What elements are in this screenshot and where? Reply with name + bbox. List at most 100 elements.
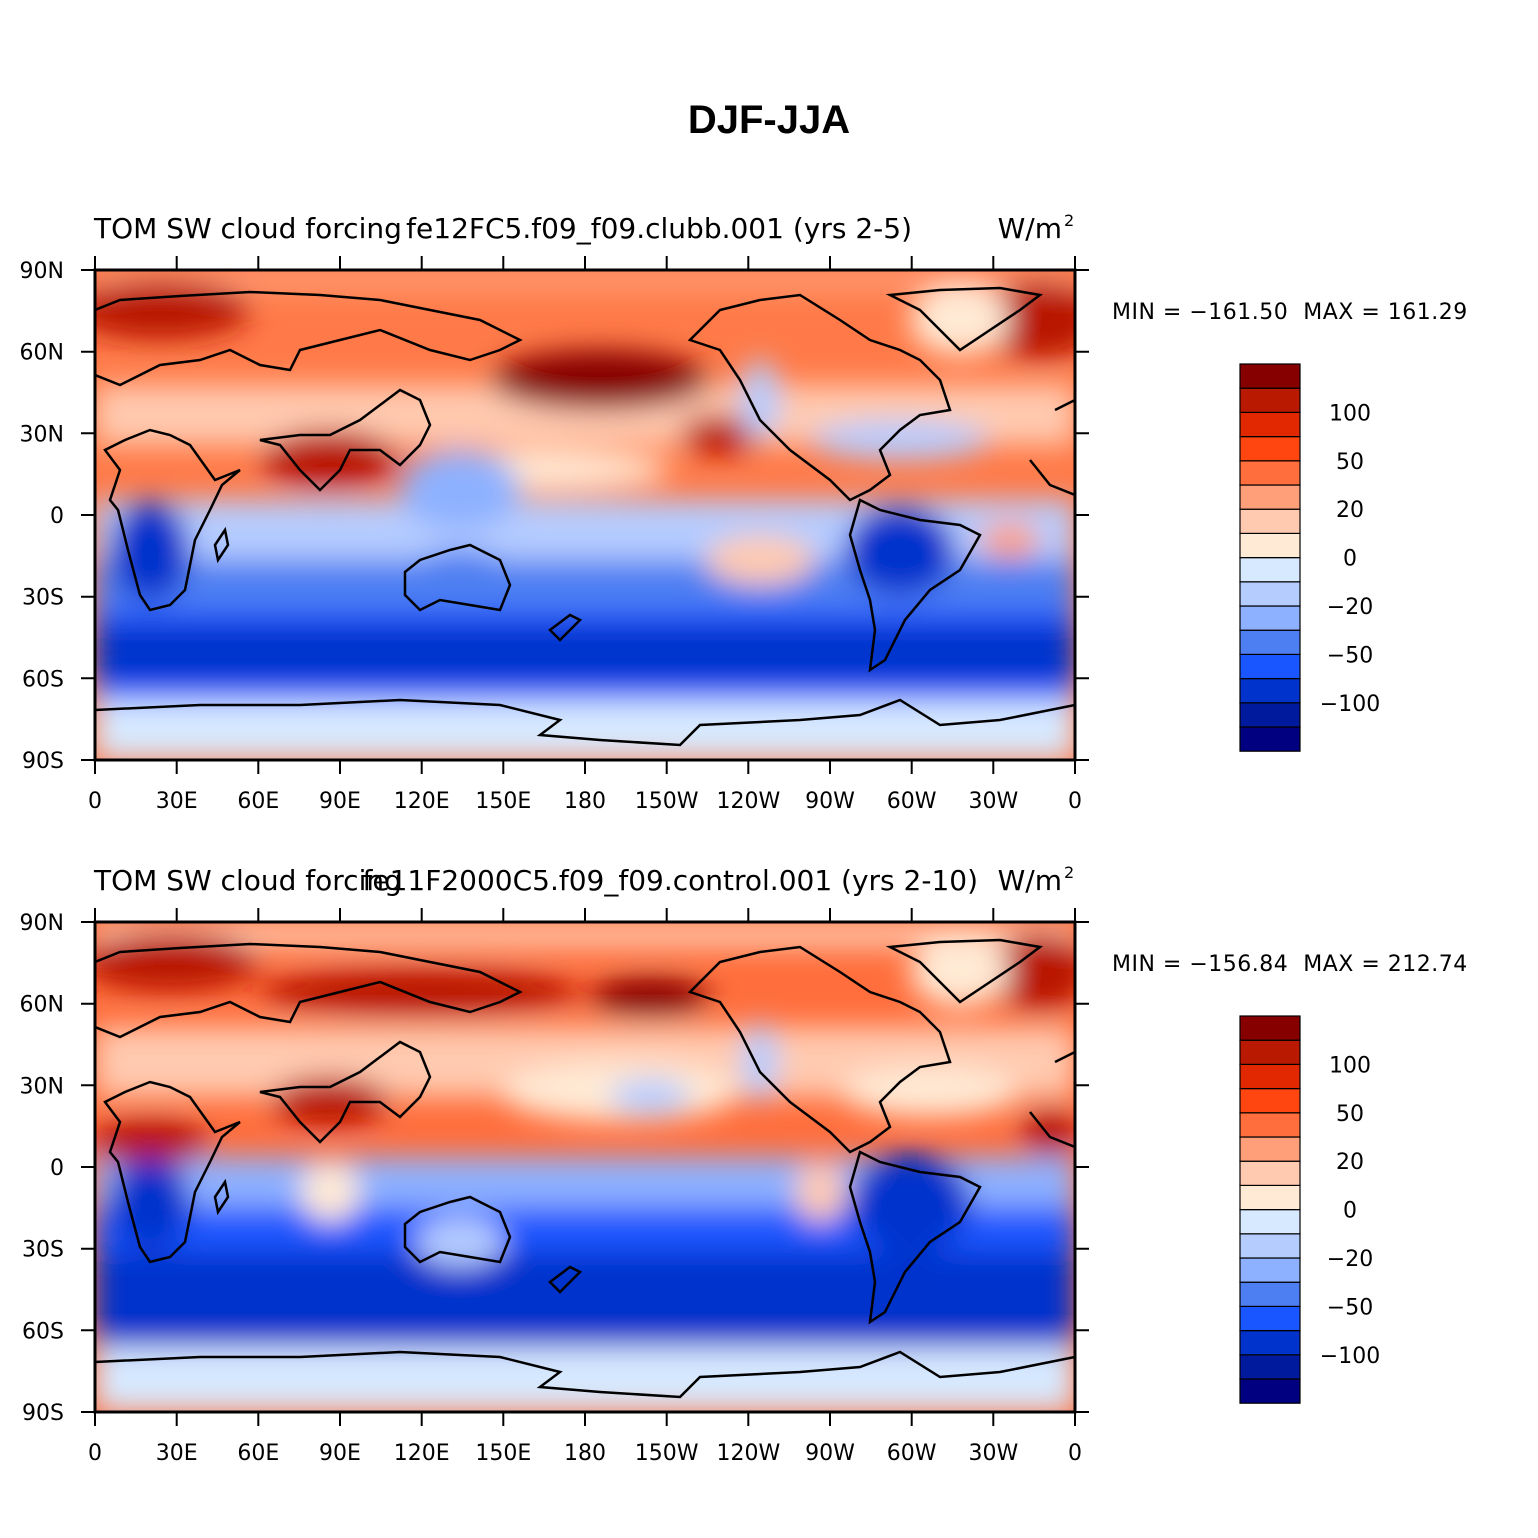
- panel-variable-label: TOM SW cloud forcing: [93, 212, 402, 245]
- legend-label: 20: [1336, 1150, 1364, 1175]
- legend-label: 100: [1329, 1053, 1371, 1078]
- legend-label: −100: [1320, 1344, 1380, 1369]
- map-panel-bottom: TOM SW cloud forcing fe11F2000C5.f09_f09…: [0, 852, 1538, 1512]
- latitude-labels: 90N 60N 30N 0 30S 60S 90S: [20, 911, 64, 1426]
- legend-label: 0: [1343, 547, 1357, 572]
- legend-label: −50: [1327, 643, 1373, 668]
- lat-tick-label: 60S: [22, 1319, 64, 1344]
- lon-tick-label: 150E: [475, 789, 531, 814]
- legend-swatch: [1239, 484, 1301, 510]
- legend-swatch: [1239, 605, 1301, 631]
- legend-label: 20: [1336, 498, 1364, 523]
- legend-swatch: [1239, 508, 1301, 535]
- legend-swatch: [1239, 387, 1301, 413]
- color-legend: 100 50 20 0 −20 −50 −100: [1239, 1015, 1380, 1404]
- lat-tick-label: 0: [50, 504, 64, 529]
- lon-tick-label: 120E: [394, 1441, 450, 1466]
- lat-tick-label: 30N: [20, 1074, 64, 1099]
- lon-tick-label: 120E: [394, 789, 450, 814]
- longitude-labels: 0 30E 60E 90E 120E 150E 180 150W 120W 90W 60W 30W 0: [88, 1441, 1082, 1466]
- legend-swatch: [1239, 1354, 1301, 1380]
- legend-swatch: [1239, 411, 1301, 438]
- panel-units-label: W/m: [998, 864, 1062, 897]
- lon-tick-label: 150E: [475, 1441, 531, 1466]
- lon-tick-label: 60W: [887, 1441, 937, 1466]
- lon-tick-label: 150W: [635, 1441, 699, 1466]
- legend-label: −50: [1327, 1295, 1373, 1320]
- legend-swatch: [1239, 726, 1301, 752]
- figure-title: DJF-JJA: [687, 98, 851, 142]
- lat-tick-label: 90N: [20, 259, 64, 284]
- legend-swatch: [1239, 581, 1301, 607]
- lon-tick-label: 90E: [319, 789, 361, 814]
- legend-label: 100: [1329, 401, 1371, 426]
- legend-swatch: [1239, 1063, 1301, 1090]
- min-max-stats: MIN = −156.84 MAX = 212.74: [1112, 952, 1468, 977]
- legend-swatch: [1239, 532, 1301, 559]
- legend-swatch: [1239, 1184, 1301, 1211]
- legend-swatch: [1239, 557, 1301, 583]
- legend-swatch: [1239, 653, 1301, 680]
- min-max-stats: MIN = −161.50 MAX = 161.29: [1112, 300, 1468, 325]
- lon-tick-label: 60E: [237, 1441, 279, 1466]
- longitude-labels: 0 30E 60E 90E 120E 150E 180 150W 120W 90W 60W 30W 0: [88, 789, 1082, 814]
- legend-swatch: [1239, 1330, 1301, 1356]
- legend-label: −100: [1320, 692, 1380, 717]
- legend-label: 50: [1336, 1102, 1364, 1127]
- lat-tick-label: 90S: [22, 749, 64, 774]
- lon-tick-label: 30E: [156, 789, 198, 814]
- legend-swatch: [1239, 1088, 1301, 1114]
- coastlines: [95, 938, 1075, 1399]
- legend-swatch: [1239, 629, 1301, 656]
- lon-tick-label: 0: [1068, 789, 1082, 814]
- lat-tick-label: 60S: [22, 667, 64, 692]
- lat-tick-label: 60N: [20, 341, 64, 366]
- lat-tick-label: 30S: [22, 1238, 64, 1263]
- panel-units-exponent: 2: [1064, 211, 1074, 230]
- legend-swatch: [1239, 702, 1301, 728]
- panel-case-label: fe12FC5.f09_f09.clubb.001 (yrs 2-5): [406, 212, 912, 245]
- legend-swatch: [1239, 1015, 1301, 1041]
- latitude-labels: 90N 60N 30N 0 30S 60S 90S: [20, 259, 64, 774]
- legend-swatch: [1239, 1378, 1301, 1404]
- legend-swatch: [1239, 1160, 1301, 1187]
- lon-tick-label: 90E: [319, 1441, 361, 1466]
- lon-tick-label: 0: [88, 789, 102, 814]
- lon-tick-label: 90W: [805, 789, 855, 814]
- lon-tick-label: 30W: [968, 1441, 1018, 1466]
- legend-swatch: [1239, 436, 1301, 462]
- lon-tick-label: 150W: [635, 789, 699, 814]
- panel-variable-label: TOM SW cloud forcing: [93, 864, 402, 897]
- legend-swatch: [1239, 363, 1301, 389]
- lon-tick-label: 0: [1068, 1441, 1082, 1466]
- lon-tick-label: 30E: [156, 1441, 198, 1466]
- lat-tick-label: 90N: [20, 911, 64, 936]
- panel-units-label: W/m: [998, 212, 1062, 245]
- legend-swatch: [1239, 1281, 1301, 1308]
- color-legend: 100 50 20 0 −20 −50 −100: [1239, 363, 1380, 752]
- legend-swatch: [1239, 1209, 1301, 1235]
- legend-swatch: [1239, 1233, 1301, 1259]
- legend-swatch: [1239, 1039, 1301, 1065]
- map-panel-top: TOM SW cloud forcing fe12FC5.f09_f09.clu…: [0, 200, 1538, 860]
- legend-swatch: [1239, 460, 1301, 486]
- lon-tick-label: 90W: [805, 1441, 855, 1466]
- contour-field: [95, 270, 1075, 760]
- axis-ticks: [81, 908, 1089, 1426]
- coastlines: [95, 286, 1075, 747]
- lat-tick-label: 30N: [20, 422, 64, 447]
- lon-tick-label: 60W: [887, 789, 937, 814]
- legend-label: 50: [1336, 450, 1364, 475]
- legend-swatch: [1239, 1305, 1301, 1332]
- panel-units-exponent: 2: [1064, 863, 1074, 882]
- lat-tick-label: 60N: [20, 993, 64, 1018]
- lon-tick-label: 180: [564, 789, 606, 814]
- lon-tick-label: 60E: [237, 789, 279, 814]
- legend-swatch: [1239, 678, 1301, 704]
- legend-swatch: [1239, 1136, 1301, 1162]
- lat-tick-label: 90S: [22, 1401, 64, 1426]
- panel-case-label: fe11F2000C5.f09_f09.control.001 (yrs 2-1…: [363, 864, 978, 897]
- lon-tick-label: 120W: [716, 789, 780, 814]
- lon-tick-label: 180: [564, 1441, 606, 1466]
- lat-tick-label: 30S: [22, 586, 64, 611]
